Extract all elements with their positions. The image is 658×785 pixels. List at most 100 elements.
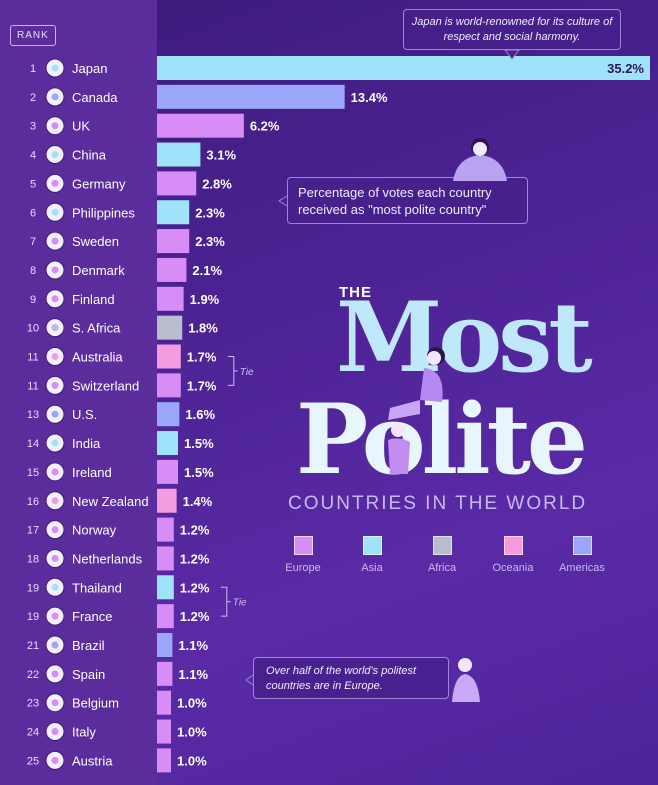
rank-label: 4: [30, 150, 36, 162]
value-label: 1.2%: [180, 551, 210, 566]
rank-label: 17: [27, 525, 39, 537]
flag-mark: [51, 151, 59, 159]
value-label: 1.1%: [178, 638, 208, 653]
bar: [157, 200, 190, 225]
tie-bracket: [220, 586, 228, 617]
country-label: Finland: [72, 292, 115, 307]
rank-label: 11: [27, 380, 38, 392]
bar: [157, 257, 187, 282]
country-label: India: [72, 436, 101, 451]
bar: [157, 373, 181, 398]
bar: [157, 84, 345, 109]
bar: [157, 315, 183, 340]
flag-mark: [51, 266, 59, 274]
rank-label: 10: [27, 323, 39, 335]
value-label: 1.7%: [187, 378, 217, 393]
flag-mark: [51, 526, 59, 534]
rank-label: 2: [30, 92, 36, 104]
value-label: 2.3%: [195, 205, 225, 220]
rank-label: 8: [30, 265, 36, 277]
rank-header: RANK: [10, 25, 56, 46]
callout-pointer: [278, 195, 288, 207]
rank-label: 6: [30, 207, 36, 219]
value-label: 1.1%: [178, 667, 208, 682]
rank-label: 23: [27, 698, 39, 710]
bar: [157, 719, 172, 744]
bar: [157, 690, 172, 715]
flag-mark: [51, 728, 59, 736]
ranking-panel: [0, 0, 157, 785]
legend-label: Europe: [285, 562, 321, 574]
legend-label: Oceania: [492, 562, 534, 574]
value-label: 1.4%: [183, 494, 213, 509]
country-label: Philippines: [72, 205, 135, 220]
flag-mark: [51, 93, 59, 101]
callout-pointer: [503, 49, 521, 60]
value-label: 1.0%: [177, 753, 207, 768]
flag-mark: [51, 612, 59, 620]
bar: [157, 229, 190, 254]
country-label: Sweden: [72, 234, 119, 249]
legend-swatch: [432, 536, 452, 555]
rank-label: 7: [30, 236, 36, 248]
value-label: 3.1%: [206, 148, 236, 163]
callout-pointer: [245, 674, 254, 686]
country-label: Denmark: [72, 263, 125, 278]
flag-mark: [51, 670, 59, 678]
legend-label: Africa: [427, 562, 457, 574]
europe-callout: Over half of the world's politest countr…: [253, 657, 449, 699]
title-subtitle: COUNTRIES IN THE WORLD: [288, 493, 588, 514]
legend-item: Africa: [412, 536, 472, 574]
value-label: 1.9%: [190, 292, 220, 307]
rank-label: 19: [27, 582, 39, 594]
value-label: 1.8%: [188, 321, 218, 336]
rank-label: 21: [27, 640, 39, 652]
flag-mark: [51, 208, 59, 216]
value-label: 2.1%: [192, 263, 222, 278]
flag-mark: [51, 699, 59, 707]
bar: [157, 604, 174, 629]
value-label: 6.2%: [250, 119, 280, 134]
value-label: 1.5%: [184, 465, 214, 480]
legend-swatch: [503, 536, 523, 555]
value-label: 1.2%: [180, 580, 210, 595]
country-label: Canada: [72, 90, 118, 105]
bar: [157, 575, 174, 600]
flag-mark: [51, 324, 59, 332]
country-label: France: [72, 609, 112, 624]
bar: [157, 748, 172, 773]
legend-item: Europe: [273, 536, 333, 574]
legend-item: Asia: [342, 536, 402, 574]
value-label: 1.2%: [180, 609, 210, 624]
rank-label: 15: [27, 467, 39, 479]
country-label: Australia: [72, 350, 123, 365]
flag-mark: [51, 237, 59, 245]
country-label: U.S.: [72, 407, 97, 422]
value-label: 13.4%: [351, 90, 388, 105]
japan-callout: Japan is world-renowned for its culture …: [403, 9, 621, 50]
country-label: Germany: [72, 176, 126, 191]
country-label: New Zealand: [72, 494, 149, 509]
country-label: China: [72, 148, 107, 163]
votes-callout: Percentage of votes each country receive…: [287, 177, 528, 224]
country-label: S. Africa: [72, 321, 121, 336]
bar: [157, 431, 179, 456]
rank-label: 22: [27, 669, 39, 681]
value-label: 1.6%: [185, 407, 215, 422]
flag-mark: [51, 554, 59, 562]
legend-item: Americas: [552, 536, 612, 574]
flag-mark: [51, 353, 59, 360]
legend-label: Asia: [361, 562, 383, 574]
legend-swatch: [293, 536, 313, 555]
country-label: Norway: [72, 523, 117, 538]
tie-label: Tie: [240, 367, 254, 378]
bar: [157, 661, 173, 686]
bar: [157, 633, 173, 657]
flag-mark: [51, 122, 59, 130]
flag-mark: [51, 410, 59, 418]
bar: [157, 286, 184, 311]
flag-mark: [51, 468, 59, 476]
person-on-title-icon: [388, 347, 445, 474]
bar: [157, 459, 179, 484]
